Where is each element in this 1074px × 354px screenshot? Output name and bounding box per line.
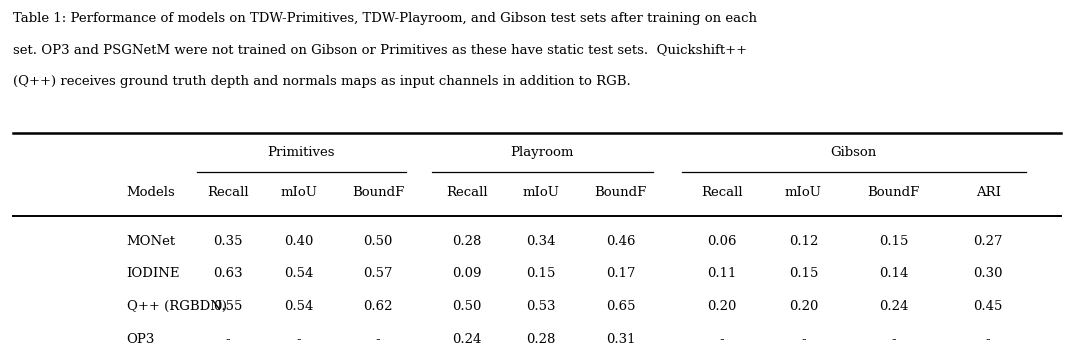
Text: 0.45: 0.45 xyxy=(973,300,1003,313)
Text: Models: Models xyxy=(127,187,175,199)
Text: 0.65: 0.65 xyxy=(606,300,636,313)
Text: 0.15: 0.15 xyxy=(788,268,818,280)
Text: 0.15: 0.15 xyxy=(879,235,909,248)
Text: 0.62: 0.62 xyxy=(363,300,393,313)
Text: -: - xyxy=(891,333,896,346)
Text: 0.09: 0.09 xyxy=(452,268,482,280)
Text: 0.46: 0.46 xyxy=(606,235,636,248)
Text: 0.50: 0.50 xyxy=(452,300,482,313)
Text: Recall: Recall xyxy=(447,187,488,199)
Text: 0.12: 0.12 xyxy=(788,235,818,248)
Text: 0.20: 0.20 xyxy=(788,300,818,313)
Text: 0.14: 0.14 xyxy=(879,268,909,280)
Text: 0.24: 0.24 xyxy=(879,300,909,313)
Text: -: - xyxy=(986,333,990,346)
Text: Recall: Recall xyxy=(701,187,742,199)
Text: 0.20: 0.20 xyxy=(707,300,737,313)
Text: mIoU: mIoU xyxy=(523,187,560,199)
Text: BoundF: BoundF xyxy=(352,187,404,199)
Text: Q++ (RGBDN): Q++ (RGBDN) xyxy=(127,300,227,313)
Text: IODINE: IODINE xyxy=(127,268,180,280)
Text: (Q++) receives ground truth depth and normals maps as input channels in addition: (Q++) receives ground truth depth and no… xyxy=(13,75,630,88)
Text: 0.55: 0.55 xyxy=(213,300,243,313)
Text: mIoU: mIoU xyxy=(785,187,822,199)
Text: 0.35: 0.35 xyxy=(213,235,243,248)
Text: -: - xyxy=(226,333,230,346)
Text: 0.63: 0.63 xyxy=(213,268,243,280)
Text: 0.40: 0.40 xyxy=(284,235,314,248)
Text: 0.30: 0.30 xyxy=(973,268,1003,280)
Text: Playroom: Playroom xyxy=(510,147,575,159)
Text: BoundF: BoundF xyxy=(868,187,919,199)
Text: 0.24: 0.24 xyxy=(452,333,482,346)
Text: -: - xyxy=(801,333,806,346)
Text: 0.27: 0.27 xyxy=(973,235,1003,248)
Text: 0.11: 0.11 xyxy=(707,268,737,280)
Text: -: - xyxy=(296,333,301,346)
Text: 0.53: 0.53 xyxy=(526,300,556,313)
Text: 0.06: 0.06 xyxy=(707,235,737,248)
Text: Table 1: Performance of models on TDW-Primitives, TDW-Playroom, and Gibson test : Table 1: Performance of models on TDW-Pr… xyxy=(13,12,757,25)
Text: 0.34: 0.34 xyxy=(526,235,556,248)
Text: -: - xyxy=(376,333,380,346)
Text: 0.54: 0.54 xyxy=(284,300,314,313)
Text: 0.50: 0.50 xyxy=(363,235,393,248)
Text: 0.54: 0.54 xyxy=(284,268,314,280)
Text: 0.17: 0.17 xyxy=(606,268,636,280)
Text: 0.28: 0.28 xyxy=(526,333,556,346)
Text: OP3: OP3 xyxy=(127,333,155,346)
Text: ARI: ARI xyxy=(975,187,1001,199)
Text: -: - xyxy=(720,333,724,346)
Text: Gibson: Gibson xyxy=(830,147,877,159)
Text: set. OP3 and PSGNetM were not trained on Gibson or Primitives as these have stat: set. OP3 and PSGNetM were not trained on… xyxy=(13,44,748,57)
Text: 0.57: 0.57 xyxy=(363,268,393,280)
Text: BoundF: BoundF xyxy=(595,187,647,199)
Text: Primitives: Primitives xyxy=(267,147,335,159)
Text: mIoU: mIoU xyxy=(280,187,317,199)
Text: 0.31: 0.31 xyxy=(606,333,636,346)
Text: MONet: MONet xyxy=(127,235,176,248)
Text: 0.15: 0.15 xyxy=(526,268,556,280)
Text: Recall: Recall xyxy=(207,187,248,199)
Text: 0.28: 0.28 xyxy=(452,235,482,248)
